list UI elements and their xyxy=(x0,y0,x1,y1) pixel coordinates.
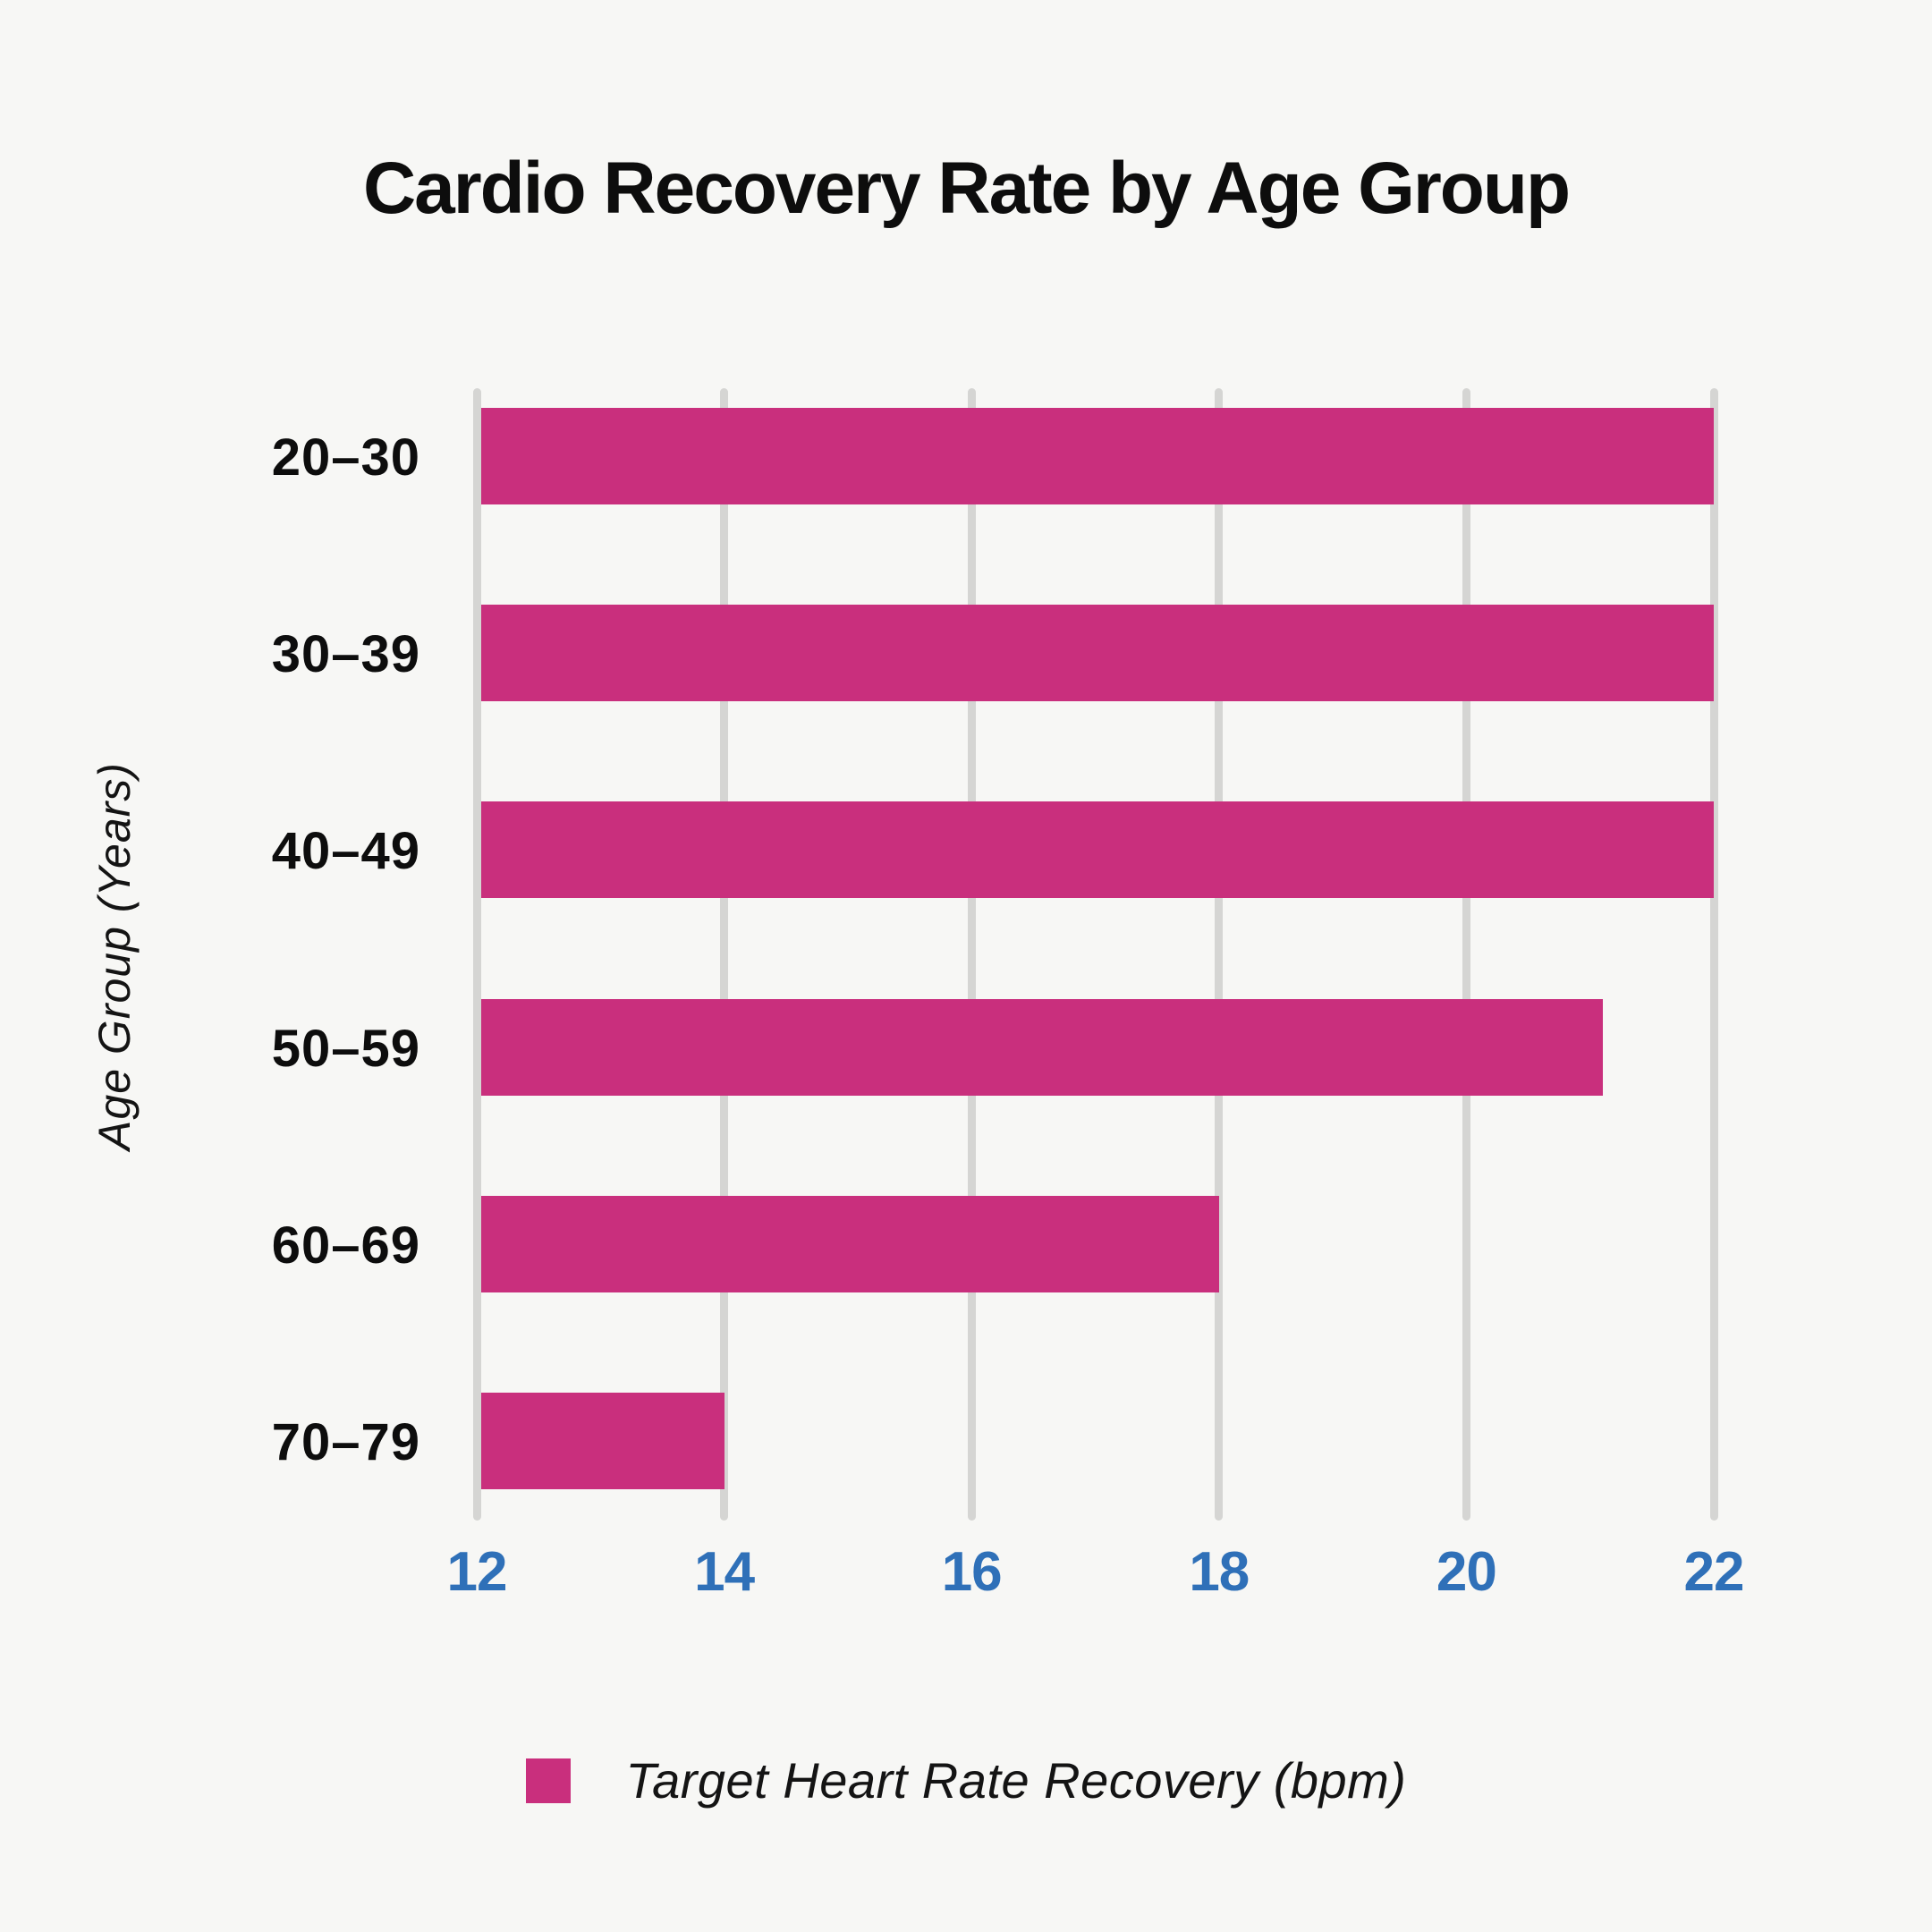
bar-40-49 xyxy=(480,801,1714,898)
gridline-x-18 xyxy=(1215,388,1224,1521)
gridline-x-16 xyxy=(967,388,976,1521)
y-category-label: 20–30 xyxy=(271,428,420,487)
bar-30-39 xyxy=(480,605,1714,701)
legend-swatch xyxy=(525,1758,571,1803)
gridline-x-12 xyxy=(472,388,481,1521)
bar-20-30 xyxy=(480,408,1714,504)
y-category-label: 40–49 xyxy=(271,822,420,880)
y-category-label: 30–39 xyxy=(271,625,420,683)
gridline-x-22 xyxy=(1709,388,1718,1521)
chart-title: Cardio Recovery Rate by Age Group xyxy=(362,148,1571,229)
x-tick-label: 14 xyxy=(694,1541,755,1603)
x-tick-label: 18 xyxy=(1189,1541,1250,1603)
x-tick-label: 20 xyxy=(1436,1541,1497,1603)
y-category-label: 60–69 xyxy=(271,1216,420,1275)
legend: Target Heart Rate Recovery (bpm) xyxy=(0,1751,1932,1809)
y-category-label: 50–59 xyxy=(271,1020,420,1078)
x-tick-label: 12 xyxy=(446,1541,508,1603)
gridline-x-14 xyxy=(720,388,729,1521)
bar-50-59 xyxy=(480,999,1603,1096)
gridline-x-20 xyxy=(1462,388,1470,1521)
y-category-label: 70–79 xyxy=(271,1413,420,1471)
legend-label: Target Heart Rate Recovery (bpm) xyxy=(625,1752,1407,1809)
bar-70-79 xyxy=(480,1393,724,1489)
x-tick-label: 22 xyxy=(1683,1541,1745,1603)
bar-60-69 xyxy=(480,1196,1219,1292)
x-tick-label: 16 xyxy=(941,1541,1003,1603)
